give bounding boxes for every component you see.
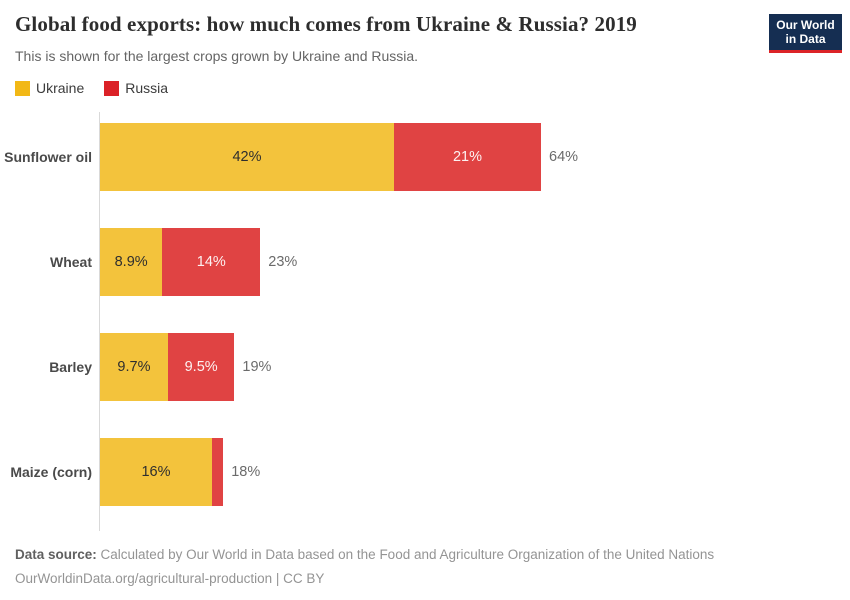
owid-logo[interactable]: Our World in Data [769, 14, 842, 53]
footer-link-line: OurWorldinData.org/agricultural-producti… [15, 571, 324, 586]
page-title: Global food exports: how much comes from… [15, 12, 637, 36]
russia-bar-segment[interactable]: 14% [162, 228, 261, 296]
y-axis-line [99, 112, 100, 531]
legend-item-ukraine[interactable]: Ukraine [15, 80, 84, 96]
category-label: Wheat [50, 254, 92, 270]
ukraine-bar-segment[interactable]: 42% [100, 123, 394, 191]
owid-url-link[interactable]: OurWorldinData.org/agricultural-producti… [15, 571, 325, 586]
ukraine-swatch-icon [15, 80, 30, 96]
chart-rows: Sunflower oil 42% 21% 64% Wheat 8.9% 14%… [0, 112, 850, 532]
legend-item-russia[interactable]: Russia [104, 80, 168, 96]
russia-value-label: 21% [452, 149, 483, 165]
russia-bar-segment[interactable] [212, 438, 224, 506]
legend: Ukraine Russia [15, 80, 168, 96]
chart-row: Maize (corn) 16% 18% [0, 427, 850, 532]
total-label: 18% [231, 464, 261, 480]
data-source-text: Calculated by Our World in Data based on… [96, 547, 715, 562]
total-label: 23% [268, 254, 298, 270]
chart-subtitle: This is shown for the largest crops grow… [15, 48, 419, 64]
data-source-note: Data source: Calculated by Our World in … [15, 547, 714, 562]
total-label: 19% [242, 359, 272, 375]
category-label: Sunflower oil [4, 149, 92, 165]
ukraine-value-label: 16% [141, 464, 171, 480]
ukraine-value-label: 9.7% [117, 359, 151, 375]
ukraine-bar-segment[interactable]: 8.9% [100, 228, 163, 296]
chart-row: Wheat 8.9% 14% 23% [0, 217, 850, 322]
ukraine-value-label: 42% [232, 149, 262, 165]
russia-value-label: 14% [196, 254, 226, 270]
russia-swatch-icon [104, 80, 120, 96]
data-source-label: Data source: [15, 547, 97, 562]
chart-row: Barley 9.7% 9.5% 19% [0, 322, 850, 427]
owid-logo-text-line2: in Data [785, 32, 826, 46]
ukraine-value-label: 8.9% [114, 254, 148, 270]
total-label: 64% [549, 149, 579, 165]
russia-value-label: 9.5% [184, 359, 218, 375]
russia-bar-segment[interactable]: 21% [394, 123, 541, 191]
category-label: Maize (corn) [10, 464, 92, 480]
category-label: Barley [49, 359, 92, 375]
ukraine-bar-segment[interactable]: 16% [100, 438, 212, 506]
chart-row: Sunflower oil 42% 21% 64% [0, 112, 850, 217]
legend-label-ukraine: Ukraine [36, 80, 85, 96]
owid-logo-text-line1: Our World [776, 18, 835, 32]
russia-bar-segment[interactable]: 9.5% [167, 333, 235, 401]
legend-label-russia: Russia [125, 80, 169, 96]
ukraine-bar-segment[interactable]: 9.7% [100, 333, 168, 401]
stacked-bar-chart: Sunflower oil 42% 21% 64% Wheat 8.9% 14%… [0, 112, 850, 532]
